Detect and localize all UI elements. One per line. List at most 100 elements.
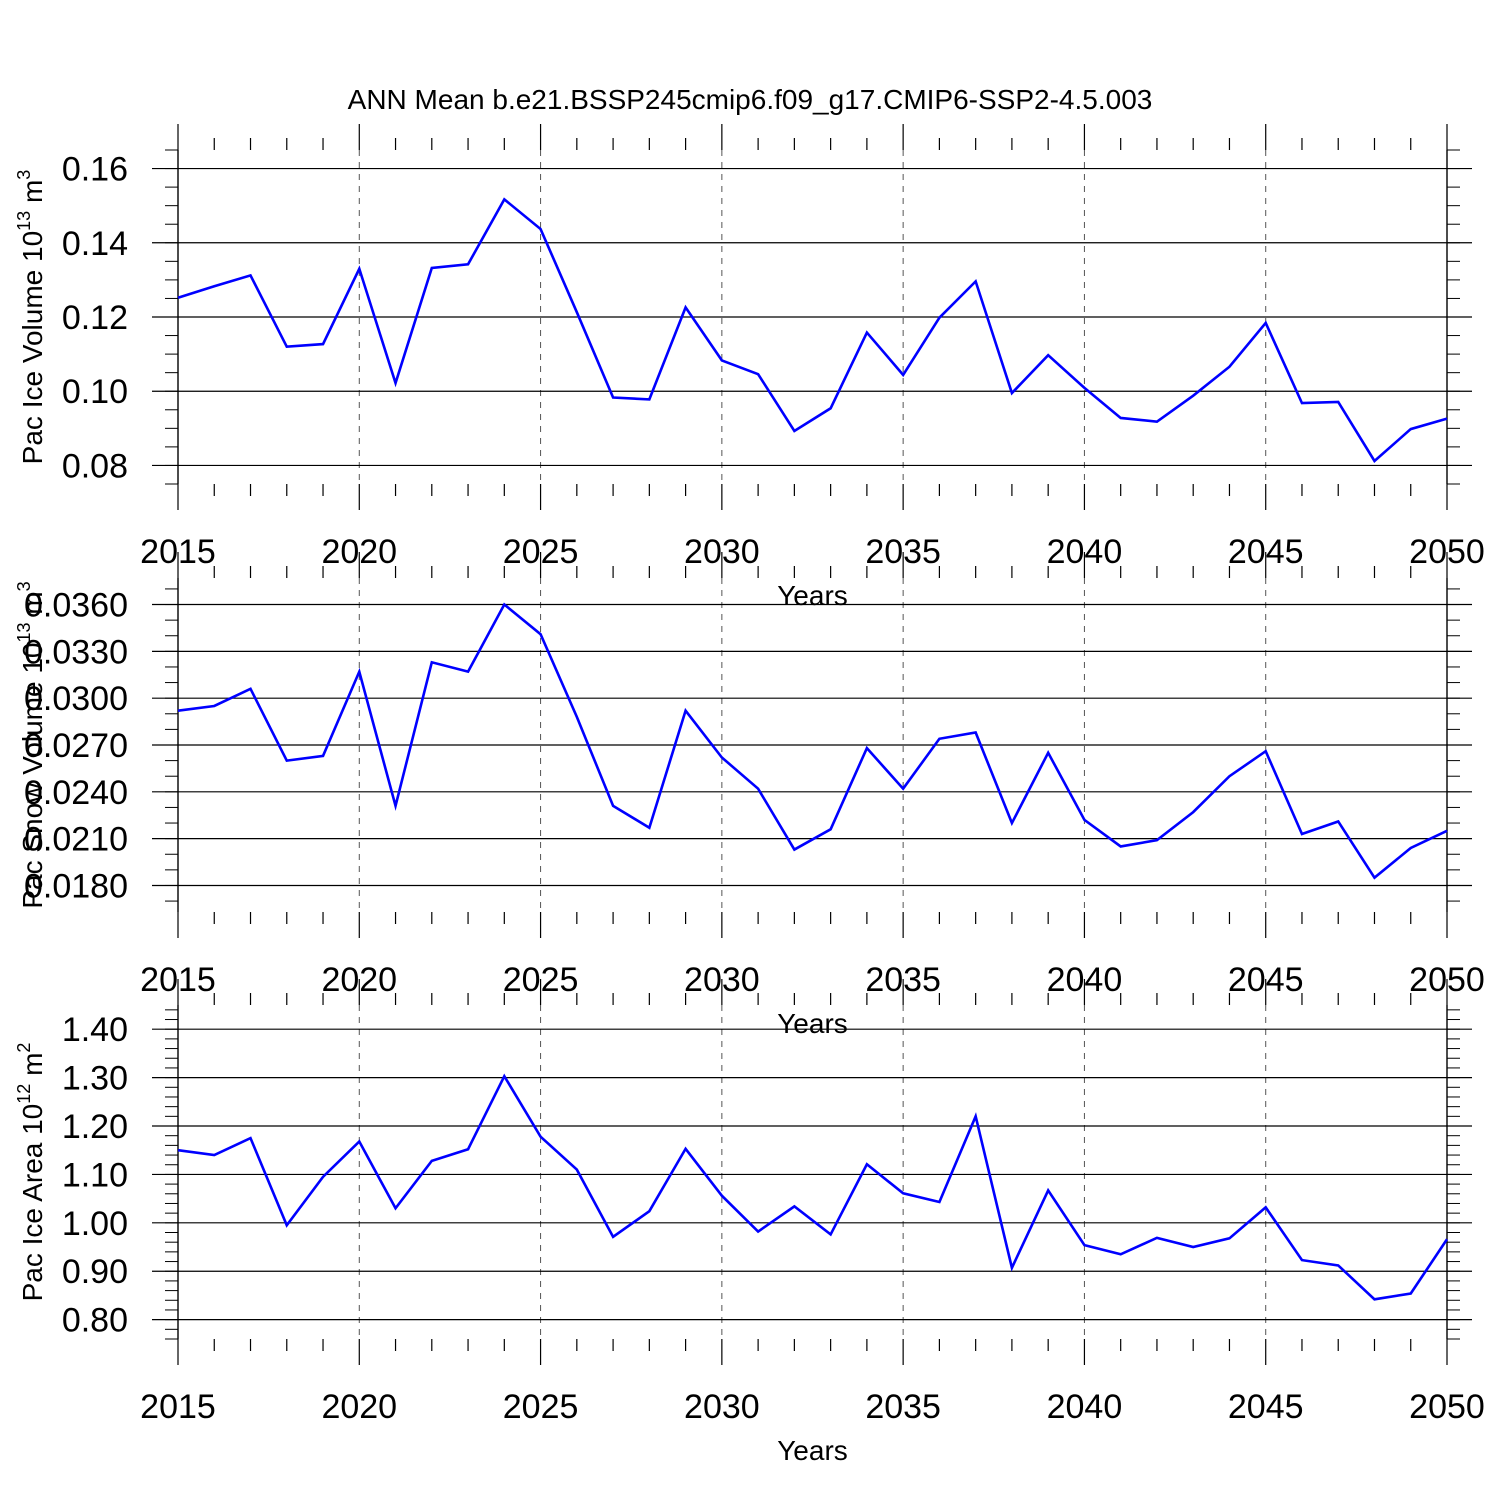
- data-point-2028: [648, 398, 650, 400]
- data-point-2042: [1156, 420, 1158, 422]
- data-point-2050: [1446, 830, 1448, 832]
- x-tick-label: 2045: [1228, 1388, 1304, 1426]
- data-point-2044: [1228, 1237, 1230, 1239]
- data-point-2034: [866, 747, 868, 749]
- data-point-2050: [1446, 1238, 1448, 1240]
- data-point-2028: [648, 827, 650, 829]
- data-point-2020: [358, 670, 360, 672]
- data-point-2034: [866, 331, 868, 333]
- data-point-2049: [1410, 847, 1412, 849]
- data-point-2023: [467, 263, 469, 265]
- x-tick-label: 2015: [140, 1388, 216, 1426]
- data-point-2043: [1192, 1246, 1194, 1248]
- data-point-2031: [757, 788, 759, 790]
- data-point-2018: [286, 1224, 288, 1226]
- x-tick-label: 2050: [1409, 1388, 1485, 1426]
- data-point-2032: [793, 430, 795, 432]
- data-point-2025: [539, 1135, 541, 1137]
- data-point-2040: [1083, 1244, 1085, 1246]
- data-point-2015: [177, 1149, 179, 1151]
- y-tick-label: 1.00: [62, 1205, 128, 1243]
- data-point-2018: [286, 759, 288, 761]
- data-point-2035: [902, 374, 904, 376]
- data-point-2032: [793, 848, 795, 850]
- data-point-2049: [1410, 428, 1412, 430]
- data-point-2037: [974, 1115, 976, 1117]
- y-axis-title: Pac Snow Volume 1013 m3: [14, 581, 48, 908]
- data-point-2029: [684, 709, 686, 711]
- data-point-2045: [1265, 322, 1267, 324]
- data-point-2030: [721, 756, 723, 758]
- data-point-2046: [1301, 402, 1303, 404]
- data-point-2028: [648, 1210, 650, 1212]
- data-point-2016: [213, 1154, 215, 1156]
- data-point-2045: [1265, 1206, 1267, 1208]
- data-point-2023: [467, 670, 469, 672]
- y-tick-label: 0.0210: [24, 821, 128, 859]
- x-axis-title: Years: [777, 1435, 848, 1466]
- data-point-2040: [1083, 819, 1085, 821]
- y-tick-label: 0.90: [62, 1253, 128, 1291]
- data-point-2015: [177, 297, 179, 299]
- x-axis-title: Years: [777, 1008, 848, 1039]
- y-tick-label: 0.0360: [24, 587, 128, 625]
- data-point-2040: [1083, 387, 1085, 389]
- y-tick-label: 0.0330: [24, 633, 128, 671]
- data-point-2017: [249, 688, 251, 690]
- data-point-2027: [612, 805, 614, 807]
- data-point-2016: [213, 285, 215, 287]
- data-point-2025: [539, 228, 541, 230]
- data-point-2042: [1156, 839, 1158, 841]
- data-point-2019: [322, 1176, 324, 1178]
- data-point-2022: [431, 267, 433, 269]
- data-point-2036: [938, 1201, 940, 1203]
- series-line: [177, 197, 1448, 463]
- data-point-2020: [358, 268, 360, 270]
- data-point-2047: [1337, 1264, 1339, 1266]
- data-point-2046: [1301, 1259, 1303, 1261]
- data-point-2019: [322, 755, 324, 757]
- data-point-2043: [1192, 811, 1194, 813]
- data-point-2024: [503, 198, 505, 200]
- data-point-2048: [1373, 876, 1375, 878]
- data-point-2033: [829, 1233, 831, 1235]
- data-point-2017: [249, 1137, 251, 1139]
- data-point-2026: [576, 1168, 578, 1170]
- data-point-2016: [213, 705, 215, 707]
- data-point-2015: [177, 709, 179, 711]
- data-point-2027: [612, 396, 614, 398]
- data-point-2029: [684, 306, 686, 308]
- data-point-2023: [467, 1148, 469, 1150]
- data-point-2021: [394, 382, 396, 384]
- y-tick-label: 0.0300: [24, 680, 128, 718]
- data-point-2037: [974, 731, 976, 733]
- data-point-2025: [539, 633, 541, 635]
- x-tick-label: 2035: [865, 1388, 941, 1426]
- y-tick-label: 0.16: [62, 151, 128, 189]
- data-point-2038: [1011, 392, 1013, 394]
- y-tick-label: 0.0270: [24, 727, 128, 765]
- x-tick-label: 2040: [1047, 1388, 1123, 1426]
- data-point-2044: [1228, 775, 1230, 777]
- data-point-2050: [1446, 417, 1448, 419]
- data-point-2039: [1047, 354, 1049, 356]
- y-axis-title: Pac Ice Area 1012 m2: [14, 1043, 48, 1302]
- data-point-2048: [1373, 460, 1375, 462]
- y-tick-label: 0.80: [62, 1302, 128, 1340]
- y-tick-label: 1.40: [62, 1011, 128, 1049]
- data-point-2031: [757, 373, 759, 375]
- data-point-2034: [866, 1163, 868, 1165]
- y-tick-label: 0.12: [62, 299, 128, 337]
- data-point-2049: [1410, 1292, 1412, 1294]
- data-point-2038: [1011, 1267, 1013, 1269]
- data-point-2021: [394, 805, 396, 807]
- data-point-2032: [793, 1205, 795, 1207]
- panel-3: 0.80 0.90 1.00 1.10 1.20 1.30 1.40 2015 2020 2025…: [14, 979, 1485, 1466]
- y-axis-title: Pac Ice Volume 1013 m3: [14, 170, 48, 465]
- y-tick-label: 1.20: [62, 1108, 128, 1146]
- y-tick-label: 0.08: [62, 447, 128, 485]
- data-point-2046: [1301, 833, 1303, 835]
